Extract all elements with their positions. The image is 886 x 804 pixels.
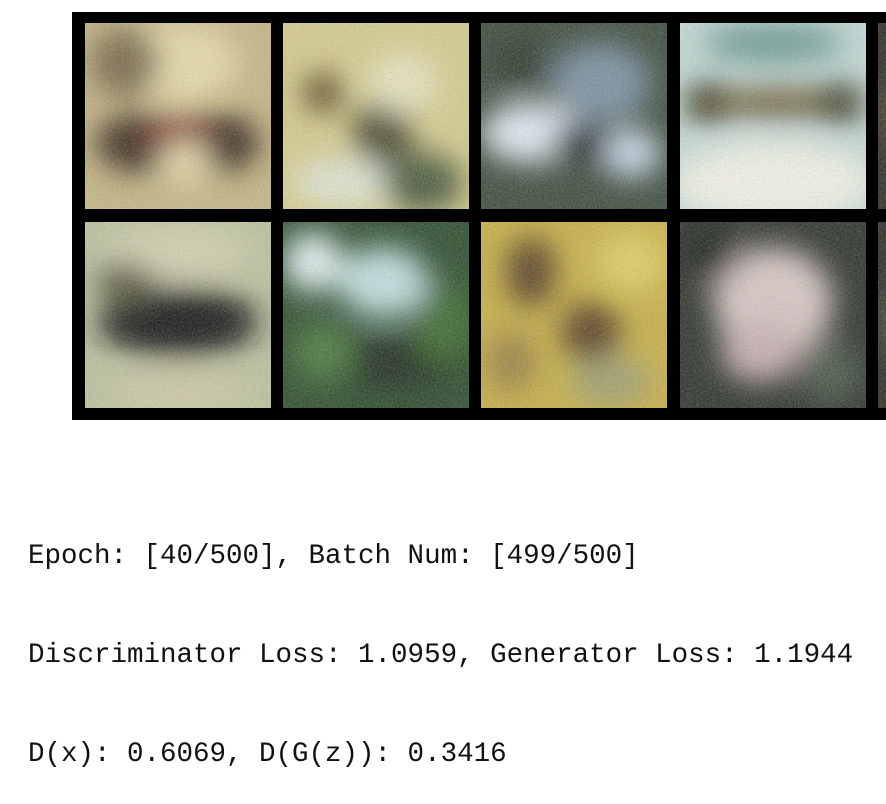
sample-image (85, 23, 271, 209)
generated-sample (878, 23, 886, 209)
sample-image (481, 23, 667, 209)
sample-image (283, 23, 469, 209)
sample-noise (680, 222, 866, 408)
sample-image (878, 222, 886, 408)
training-log: Epoch: [40/500], Batch Num: [499/500] Di… (28, 474, 853, 804)
sample-image (680, 23, 866, 209)
generated-sample (283, 23, 469, 209)
generated-sample (481, 222, 667, 408)
sample-noise (878, 23, 886, 209)
sample-noise (283, 222, 469, 408)
sample-image (878, 23, 886, 209)
sample-noise (680, 23, 866, 209)
sample-image (481, 222, 667, 408)
generated-sample (283, 222, 469, 408)
generated-sample (85, 222, 271, 408)
sample-image (85, 222, 271, 408)
log-line: Epoch: [40/500], Batch Num: [499/500] (28, 541, 639, 572)
generated-sample (481, 23, 667, 209)
sample-noise (283, 23, 469, 209)
sample-noise (481, 222, 667, 408)
sample-grid (72, 12, 886, 420)
sample-noise (85, 222, 271, 408)
log-line: Discriminator Loss: 1.0959, Generator Lo… (28, 640, 854, 671)
generated-sample (680, 23, 866, 209)
sample-image (680, 222, 866, 408)
log-line: D(x): 0.6069, D(G(z)): 0.3416 (28, 739, 507, 770)
generated-sample (85, 23, 271, 209)
generated-sample (878, 222, 886, 408)
sample-noise (878, 222, 886, 408)
sample-noise (481, 23, 667, 209)
page: Epoch: [40/500], Batch Num: [499/500] Di… (28, 12, 886, 770)
sample-noise (85, 23, 271, 209)
generated-sample (680, 222, 866, 408)
sample-image (283, 222, 469, 408)
